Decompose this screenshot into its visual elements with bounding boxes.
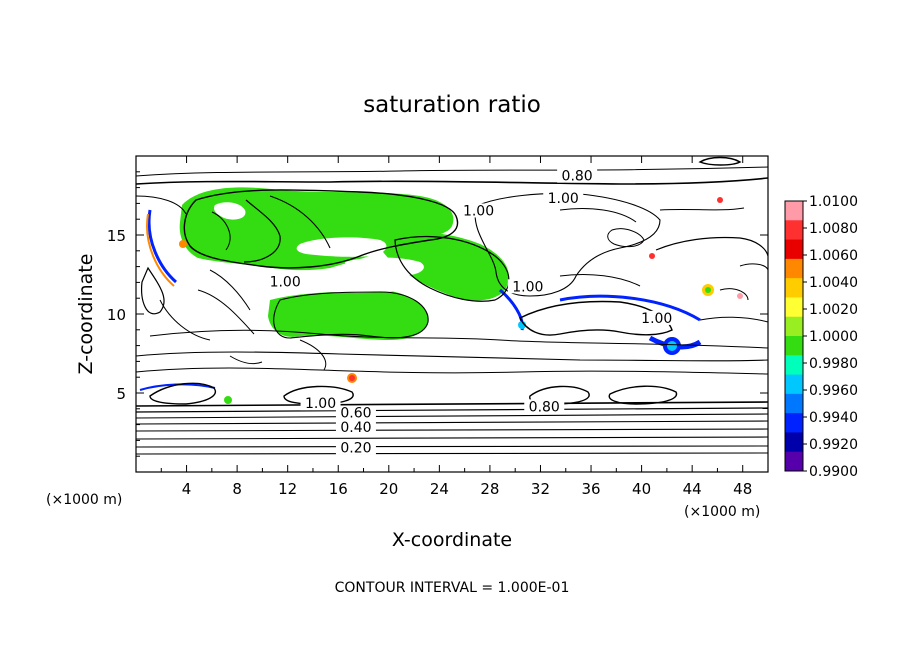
colorbar-label: 1.0060 bbox=[809, 248, 858, 264]
colorbar-swatch bbox=[785, 393, 803, 414]
colorbar-swatch bbox=[785, 278, 803, 298]
colorbar-swatch bbox=[785, 220, 803, 241]
chart-title: saturation ratio bbox=[363, 92, 541, 118]
colorbar-swatch bbox=[785, 316, 803, 337]
x-unit-left: (×1000 m) bbox=[46, 492, 122, 508]
colorbar-swatch bbox=[785, 432, 803, 453]
contour-label-text: 1.00 bbox=[548, 191, 579, 207]
x-tick-label: 20 bbox=[379, 480, 398, 498]
colorbar-label: 1.0100 bbox=[809, 194, 858, 210]
contour-interval-note: CONTOUR INTERVAL = 1.000E-01 bbox=[335, 580, 570, 596]
contour-label-1.00: 1.00 bbox=[265, 274, 306, 291]
contour-label-text: 1.00 bbox=[512, 279, 543, 295]
y-axis-label: Z-coordinate bbox=[75, 254, 97, 375]
y-axis: 5 10 15 bbox=[107, 171, 768, 457]
contour-label-1.00: 1.00 bbox=[300, 396, 341, 412]
contour-label-1.00: 1.00 bbox=[636, 310, 677, 327]
colorbar-label: 0.9920 bbox=[809, 437, 858, 453]
y-tick-label: 10 bbox=[107, 306, 126, 324]
colorbar-label: 0.9980 bbox=[809, 356, 858, 372]
x-tick-label: 40 bbox=[632, 480, 651, 498]
red-patches bbox=[179, 197, 743, 404]
colorbar-label: 1.0040 bbox=[809, 275, 858, 291]
y-tick-label: 15 bbox=[107, 227, 126, 245]
contour-label-0.20: 0.20 bbox=[335, 440, 376, 456]
colorbar-label: 0.9960 bbox=[809, 383, 858, 399]
y-tick-label: 5 bbox=[116, 385, 126, 403]
x-tick-label: 12 bbox=[278, 480, 297, 498]
colorbar: 1.0100 1.0080 1.0060 1.0040 1.0020 1.0000 0.99… bbox=[784, 194, 858, 480]
contour-label-text: 1.00 bbox=[641, 311, 672, 327]
x-tick-label: 36 bbox=[581, 480, 600, 498]
contour-label-1.00: 1.00 bbox=[458, 203, 499, 219]
colorbar-swatch bbox=[785, 297, 803, 318]
contour-label-text: 0.60 bbox=[340, 406, 371, 422]
contour-label-text: 0.40 bbox=[340, 420, 371, 436]
plot-area: 0.801.001.001.00 1.001.001.000.60 0.800.40… bbox=[136, 156, 768, 472]
colorbar-swatch bbox=[785, 201, 803, 221]
colorbar-label: 1.0000 bbox=[809, 329, 858, 345]
contour-label-0.80: 0.80 bbox=[524, 399, 565, 415]
contour-label-0.80: 0.80 bbox=[557, 168, 598, 185]
x-tick-label: 8 bbox=[232, 480, 242, 498]
colorbar-swatch bbox=[785, 355, 803, 376]
contour-label-text: 0.80 bbox=[562, 169, 593, 185]
contour-label-text: 1.00 bbox=[270, 275, 301, 291]
contour-label-1.00: 1.00 bbox=[507, 279, 548, 295]
contour-label-text: 1.00 bbox=[463, 203, 494, 219]
x-unit-right: (×1000 m) bbox=[684, 504, 760, 520]
colorbar-swatch bbox=[785, 413, 803, 433]
x-tick-label: 4 bbox=[182, 480, 192, 498]
contour-label-0.60: 0.60 bbox=[335, 405, 376, 422]
x-tick-label: 28 bbox=[480, 480, 499, 498]
x-tick-label: 48 bbox=[733, 480, 752, 498]
contour-labels: 0.801.001.001.00 1.001.001.000.60 0.800.40… bbox=[265, 168, 677, 456]
white-holes bbox=[214, 202, 424, 293]
colorbar-swatch bbox=[785, 374, 803, 395]
contour-label-text: 0.80 bbox=[529, 399, 560, 415]
x-tick-label: 32 bbox=[531, 480, 550, 498]
colorbar-label: 0.9940 bbox=[809, 410, 858, 426]
x-tick-label: 44 bbox=[683, 480, 702, 498]
x-tick-label: 24 bbox=[430, 480, 449, 498]
x-tick-label: 16 bbox=[329, 480, 348, 498]
colorbar-swatch bbox=[785, 258, 803, 279]
colorbar-label: 1.0020 bbox=[809, 302, 858, 318]
contour-label-0.40: 0.40 bbox=[335, 419, 376, 436]
colorbar-label: 0.9900 bbox=[809, 464, 858, 480]
colorbar-label: 1.0080 bbox=[809, 221, 858, 237]
colorbar-swatch bbox=[785, 336, 803, 356]
colorbar-swatch bbox=[785, 451, 803, 472]
x-axis: 4 8 12 16 20 24 28 32 36 40 44 48 bbox=[160, 156, 752, 498]
contour-label-text: 0.20 bbox=[340, 440, 371, 456]
contour-label-1.00: 1.00 bbox=[543, 190, 584, 207]
colorbar-swatch bbox=[785, 239, 803, 260]
x-axis-label: X-coordinate bbox=[392, 529, 512, 551]
contour-label-text: 1.00 bbox=[305, 396, 336, 412]
